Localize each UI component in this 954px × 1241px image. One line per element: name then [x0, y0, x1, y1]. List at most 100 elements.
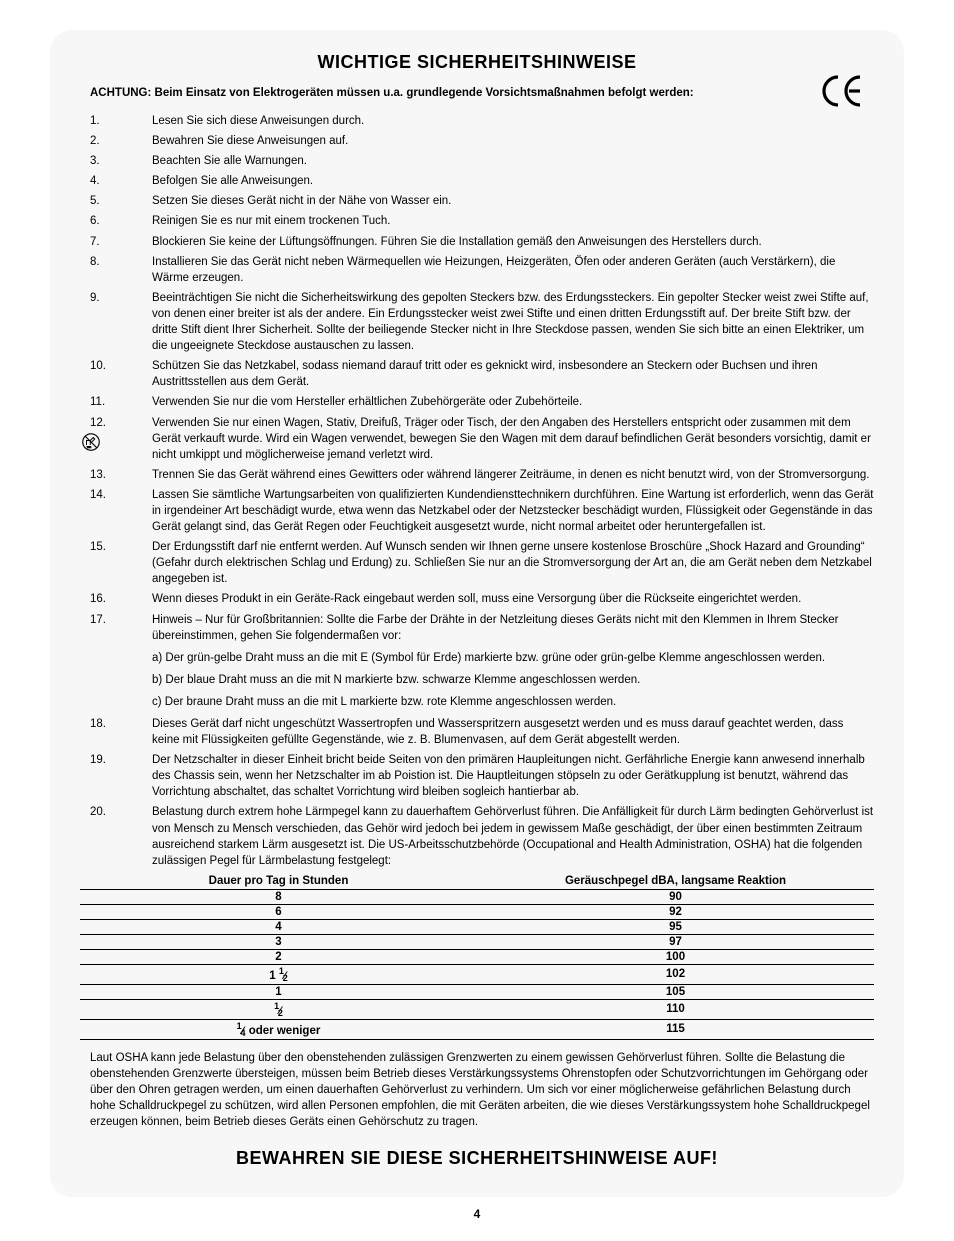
item-body: Installieren Sie das Gerät nicht neben W… — [152, 254, 874, 286]
item-body: Beachten Sie alle Warnungen. — [152, 153, 874, 169]
item-number: 6. — [90, 213, 152, 229]
safety-item: 14.Lassen Sie sämtliche Wartungsarbeiten… — [90, 487, 874, 535]
duration-cell: 1⁄4 oder weniger — [80, 1019, 477, 1039]
item-number: 7. — [90, 234, 152, 250]
item-number: 18. — [90, 716, 152, 748]
safety-item: 1.Lesen Sie sich diese Anweisungen durch… — [90, 113, 874, 129]
safety-item: 2.Bewahren Sie diese Anweisungen auf. — [90, 133, 874, 149]
safety-item: 16.Wenn dieses Produkt in ein Geräte-Rac… — [90, 591, 874, 607]
safety-item: 6.Reinigen Sie es nur mit einem trockene… — [90, 213, 874, 229]
safety-item: 8.Installieren Sie das Gerät nicht neben… — [90, 254, 874, 286]
duration-cell: 2 — [80, 949, 477, 964]
safety-item: 5.Setzen Sie dieses Gerät nicht in der N… — [90, 193, 874, 209]
item-number: 17. — [90, 612, 152, 712]
item-number: 11. — [90, 394, 152, 410]
item-body: Dieses Gerät darf nicht ungeschützt Wass… — [152, 716, 874, 748]
safety-item: 10.Schützen Sie das Netzkabel, sodass ni… — [90, 358, 874, 390]
level-cell: 95 — [477, 919, 874, 934]
ce-mark-icon — [822, 75, 866, 116]
sub-item: a) Der grün-gelbe Draht muss an die mit … — [152, 650, 874, 666]
duration-cell: 4 — [80, 919, 477, 934]
item-body: Verwenden Sie nur einen Wagen, Stativ, D… — [152, 415, 874, 463]
page: WICHTIGE SICHERHEITSHINWEISE ACHTUNG: Be… — [0, 0, 954, 1241]
level-cell: 100 — [477, 949, 874, 964]
safety-item: 13.Trennen Sie das Gerät während eines G… — [90, 467, 874, 483]
level-cell: 105 — [477, 984, 874, 999]
level-cell: 90 — [477, 889, 874, 904]
item-number: 4. — [90, 173, 152, 189]
duration-cell: 1 — [80, 984, 477, 999]
item-body: Der Netzschalter in dieser Einheit brich… — [152, 752, 874, 800]
duration-cell: 8 — [80, 889, 477, 904]
item-body: Hinweis – Nur für Großbritannien: Sollte… — [152, 612, 874, 712]
table-row: 2100 — [80, 949, 874, 964]
item-number: 10. — [90, 358, 152, 390]
sub-item: c) Der braune Draht muss an die mit L ma… — [152, 694, 874, 710]
item-number: 14. — [90, 487, 152, 535]
item-number: 20. — [90, 804, 152, 868]
item-body: Lassen Sie sämtliche Wartungsarbeiten vo… — [152, 487, 874, 535]
safety-item: 18.Dieses Gerät darf nicht ungeschützt W… — [90, 716, 874, 748]
item-body: Trennen Sie das Gerät während eines Gewi… — [152, 467, 874, 483]
level-cell: 110 — [477, 999, 874, 1019]
table-row: 1⁄4 oder weniger115 — [80, 1019, 874, 1039]
item-body: Der Erdungsstift darf nie entfernt werde… — [152, 539, 874, 587]
safety-item: 19.Der Netzschalter in dieser Einheit br… — [90, 752, 874, 800]
table-header-level: Geräuschpegel dBA, langsame Reaktion — [477, 873, 874, 890]
item-body: Befolgen Sie alle Anweisungen. — [152, 173, 874, 189]
table-row: 1105 — [80, 984, 874, 999]
safety-list: 1.Lesen Sie sich diese Anweisungen durch… — [80, 113, 874, 869]
item-number: 2. — [90, 133, 152, 149]
item-number: 5. — [90, 193, 152, 209]
item-body: Schützen Sie das Netzkabel, sodass niema… — [152, 358, 874, 390]
table-row: 890 — [80, 889, 874, 904]
duration-cell: 1⁄2 — [80, 999, 477, 1019]
item-body: Blockieren Sie keine der Lüftungsöffnung… — [152, 234, 874, 250]
item-number: 16. — [90, 591, 152, 607]
item-body: Reinigen Sie es nur mit einem trockenen … — [152, 213, 874, 229]
item-number: 19. — [90, 752, 152, 800]
safety-item: 12.Verwenden Sie nur einen Wagen, Stativ… — [90, 415, 874, 463]
item-number: 13. — [90, 467, 152, 483]
duration-cell: 6 — [80, 904, 477, 919]
warning-text: ACHTUNG: Beim Einsatz von Elektrogeräten… — [80, 87, 874, 99]
level-cell: 115 — [477, 1019, 874, 1039]
level-cell: 92 — [477, 904, 874, 919]
table-header-duration: Dauer pro Tag in Stunden — [80, 873, 477, 890]
safety-item: 20.Belastung durch extrem hohe Lärmpegel… — [90, 804, 874, 868]
table-row: 397 — [80, 934, 874, 949]
safety-item: 17.Hinweis – Nur für Großbritannien: Sol… — [90, 612, 874, 712]
item-number: 3. — [90, 153, 152, 169]
item-number: 1. — [90, 113, 152, 129]
table-row: 1 1⁄2102 — [80, 964, 874, 984]
safety-item: 4.Befolgen Sie alle Anweisungen. — [90, 173, 874, 189]
safety-item: 11.Verwenden Sie nur die vom Hersteller … — [90, 394, 874, 410]
level-cell: 102 — [477, 964, 874, 984]
safety-item: 3.Beachten Sie alle Warnungen. — [90, 153, 874, 169]
item-body: Belastung durch extrem hohe Lärmpegel ka… — [152, 804, 874, 868]
footer-title: BEWAHREN SIE DIESE SICHERHEITSHINWEISE A… — [80, 1148, 874, 1169]
level-cell: 97 — [477, 934, 874, 949]
item-number: 9. — [90, 290, 152, 354]
post-table-text: Laut OSHA kann jede Belastung über den o… — [80, 1050, 874, 1130]
item-body: Setzen Sie dieses Gerät nicht in der Näh… — [152, 193, 874, 209]
page-title: WICHTIGE SICHERHEITSHINWEISE — [80, 52, 874, 73]
table-row: 692 — [80, 904, 874, 919]
sub-item: b) Der blaue Draht muss an die mit N mar… — [152, 672, 874, 688]
safety-item: 15.Der Erdungsstift darf nie entfernt we… — [90, 539, 874, 587]
safety-item: 7.Blockieren Sie keine der Lüftungsöffnu… — [90, 234, 874, 250]
item-body: Lesen Sie sich diese Anweisungen durch. — [152, 113, 874, 129]
item-body: Beeinträchtigen Sie nicht die Sicherheit… — [152, 290, 874, 354]
item-number: 8. — [90, 254, 152, 286]
table-row: 1⁄2110 — [80, 999, 874, 1019]
page-number: 4 — [50, 1207, 904, 1221]
item-body: Verwenden Sie nur die vom Hersteller erh… — [152, 394, 874, 410]
content-card: WICHTIGE SICHERHEITSHINWEISE ACHTUNG: Be… — [50, 30, 904, 1197]
duration-cell: 3 — [80, 934, 477, 949]
cart-tip-icon — [82, 433, 100, 456]
duration-cell: 1 1⁄2 — [80, 964, 477, 984]
exposure-table: Dauer pro Tag in Stunden Geräuschpegel d… — [80, 873, 874, 1040]
item-body: Bewahren Sie diese Anweisungen auf. — [152, 133, 874, 149]
table-row: 495 — [80, 919, 874, 934]
item-number: 15. — [90, 539, 152, 587]
